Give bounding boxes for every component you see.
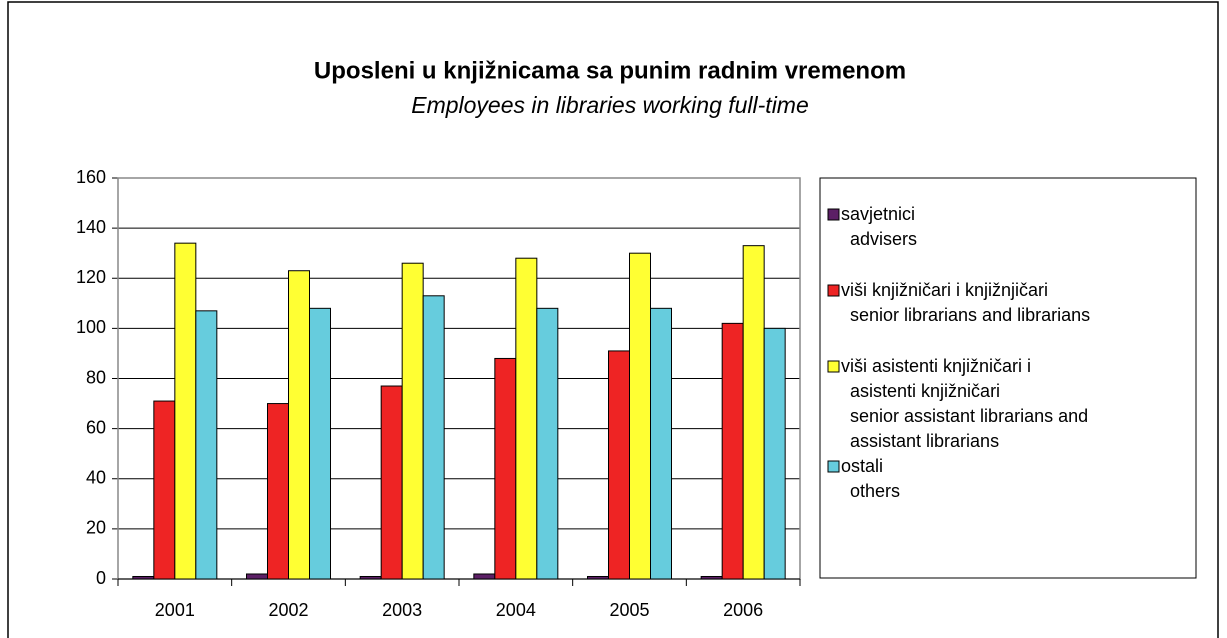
x-tick-label: 2006 (723, 600, 763, 620)
chart-subtitle: Employees in libraries working full-time (411, 92, 809, 118)
y-tick-label: 20 (86, 518, 106, 538)
legend-label: savjetnici advisers (841, 204, 917, 249)
chart-title: Uposleni u knjižnicama sa punim radnim v… (314, 57, 906, 84)
bar (650, 307, 672, 580)
legend-label: ostali others (841, 456, 900, 501)
bar (267, 403, 289, 580)
frame (7, 1, 1219, 638)
bar (700, 575, 723, 580)
legend-box (819, 177, 1197, 579)
x-tick-label: 2005 (609, 600, 649, 620)
bar (380, 385, 403, 580)
y-tick-label: 0 (96, 568, 106, 588)
y-tick-label: 160 (76, 167, 106, 187)
y-tick-label: 60 (86, 417, 106, 437)
bar (763, 327, 786, 580)
legend-swatch (827, 360, 840, 373)
bar (288, 270, 310, 580)
x-tick-label: 2004 (496, 600, 536, 620)
bar (132, 575, 155, 580)
bar (246, 573, 268, 580)
bar (401, 262, 424, 580)
y-tick-label: 140 (76, 217, 106, 237)
legend-entry: savjetnici advisers (827, 204, 917, 249)
bar (422, 295, 445, 580)
bar (608, 350, 630, 580)
legend-swatch (827, 284, 840, 297)
legend-swatch (827, 208, 840, 221)
bar (309, 307, 331, 580)
legend-entry: ostali others (827, 456, 900, 501)
legend-swatch (827, 460, 840, 473)
bar (359, 575, 382, 580)
y-tick-label: 40 (86, 468, 106, 488)
x-tick-label: 2002 (268, 600, 308, 620)
bar (473, 573, 496, 580)
bar (742, 245, 765, 580)
y-tick-label: 120 (76, 267, 106, 287)
x-tick-label: 2001 (155, 600, 195, 620)
legend-entry: viši asistenti knjižničari i asistenti kn… (827, 356, 1088, 451)
x-tick-label: 2003 (382, 600, 422, 620)
bar (153, 400, 176, 580)
legend-entry: viši knjižničari i knjižnjičari senior li… (827, 280, 1090, 325)
y-tick-label: 100 (76, 317, 106, 337)
legend-label: viši knjižničari i knjižnjičari senior li… (841, 280, 1090, 325)
bar (515, 257, 538, 580)
bar (536, 307, 559, 580)
bar (587, 575, 609, 580)
bar (629, 252, 651, 580)
y-tick-label: 80 (86, 367, 106, 387)
bar (721, 322, 744, 580)
legend-label: viši asistenti knjižničari i asistenti kn… (841, 356, 1088, 451)
bar (494, 357, 517, 580)
bar (174, 242, 197, 580)
bar (195, 310, 218, 580)
